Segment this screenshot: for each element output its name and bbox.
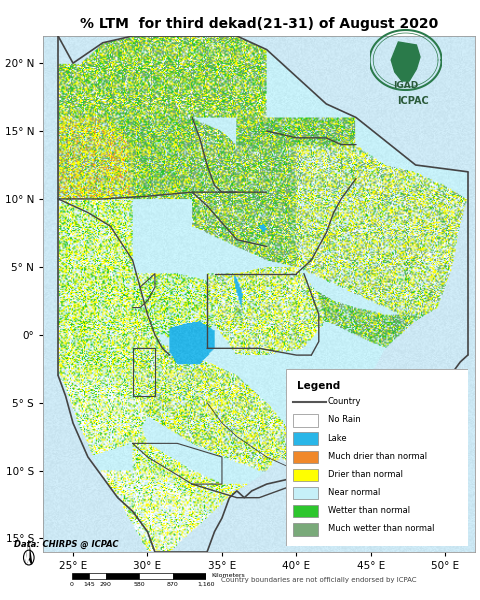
Text: Wetter than normal: Wetter than normal bbox=[327, 506, 409, 515]
Bar bbox=[173, 572, 206, 579]
Text: 580: 580 bbox=[133, 582, 145, 587]
Bar bbox=[89, 572, 106, 579]
FancyBboxPatch shape bbox=[293, 469, 318, 481]
Polygon shape bbox=[26, 542, 32, 564]
Text: IGAD: IGAD bbox=[393, 81, 418, 90]
Text: 145: 145 bbox=[83, 582, 95, 587]
Text: Kilometers: Kilometers bbox=[211, 574, 245, 578]
Bar bbox=[106, 572, 139, 579]
FancyBboxPatch shape bbox=[293, 523, 318, 536]
Polygon shape bbox=[26, 542, 29, 564]
Text: Legend: Legend bbox=[297, 382, 340, 391]
FancyBboxPatch shape bbox=[293, 505, 318, 517]
Text: Near normal: Near normal bbox=[327, 488, 380, 497]
Title: % LTM  for third dekad(21-31) of August 2020: % LTM for third dekad(21-31) of August 2… bbox=[80, 17, 438, 31]
Bar bbox=[139, 572, 173, 579]
Text: Much drier than normal: Much drier than normal bbox=[327, 452, 427, 461]
FancyBboxPatch shape bbox=[293, 487, 318, 499]
Text: Country boundaries are not officially endorsed by ICPAC: Country boundaries are not officially en… bbox=[221, 577, 416, 583]
FancyBboxPatch shape bbox=[293, 451, 318, 463]
FancyBboxPatch shape bbox=[293, 415, 318, 427]
Polygon shape bbox=[391, 42, 420, 81]
Text: 870: 870 bbox=[167, 582, 179, 587]
Text: ICPAC: ICPAC bbox=[397, 96, 429, 106]
Text: Much wetter than normal: Much wetter than normal bbox=[327, 524, 434, 533]
Bar bbox=[72, 572, 89, 579]
Text: Country: Country bbox=[327, 397, 361, 406]
FancyBboxPatch shape bbox=[293, 433, 318, 445]
Text: 0: 0 bbox=[70, 582, 74, 587]
Text: Lake: Lake bbox=[327, 434, 347, 443]
Text: 1,160: 1,160 bbox=[198, 582, 215, 587]
Text: Data: CHIRPS @ ICPAC: Data: CHIRPS @ ICPAC bbox=[14, 540, 119, 549]
Text: No Rain: No Rain bbox=[327, 415, 360, 424]
Text: Drier than normal: Drier than normal bbox=[327, 470, 403, 479]
Text: 290: 290 bbox=[100, 582, 111, 587]
